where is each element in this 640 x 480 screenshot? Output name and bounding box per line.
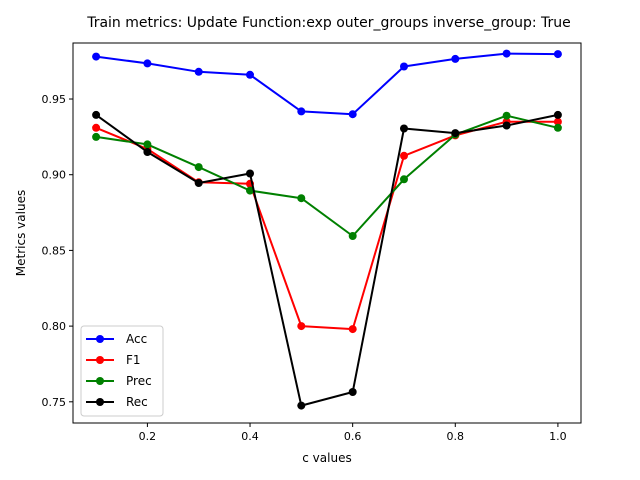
data-point-prec bbox=[297, 194, 306, 203]
legend-item-prec: Prec bbox=[86, 374, 152, 388]
y-tick-label: 0.80 bbox=[42, 320, 67, 333]
data-point-prec bbox=[194, 163, 203, 172]
x-tick-label: 0.4 bbox=[241, 430, 259, 443]
data-point-acc bbox=[553, 50, 562, 59]
data-point-acc bbox=[194, 67, 203, 76]
legend-items: Acc F1 Prec Rec bbox=[86, 332, 152, 409]
data-point-prec bbox=[400, 175, 408, 184]
legend-label-f1: F1 bbox=[126, 353, 141, 367]
y-tick-label: 0.95 bbox=[42, 93, 67, 106]
data-point-prec bbox=[553, 123, 562, 132]
legend-label-acc: Acc bbox=[126, 332, 147, 346]
data-point-prec bbox=[502, 111, 511, 120]
x-tick-label: 0.2 bbox=[139, 430, 157, 443]
data-point-prec bbox=[92, 132, 101, 141]
data-point-acc bbox=[143, 59, 152, 68]
legend-label-rec: Rec bbox=[126, 395, 148, 409]
series-line-acc bbox=[95, 52, 558, 116]
legend-marker-acc bbox=[96, 335, 104, 343]
data-point-f1 bbox=[92, 123, 101, 132]
legend-marker-rec bbox=[96, 398, 104, 406]
data-point-rec bbox=[400, 124, 408, 133]
legend-label-prec: Prec bbox=[126, 374, 152, 388]
data-point-acc bbox=[348, 110, 357, 119]
data-point-rec bbox=[246, 169, 254, 178]
series-acc bbox=[92, 49, 562, 119]
data-point-f1 bbox=[348, 325, 357, 334]
data-point-acc bbox=[246, 70, 254, 79]
data-point-rec bbox=[92, 110, 101, 119]
legend-frame bbox=[80, 325, 164, 417]
legend-item-rec: Rec bbox=[86, 395, 148, 409]
data-point-rec bbox=[451, 129, 460, 138]
y-tick-label: 0.85 bbox=[42, 244, 67, 257]
legend-item-f1: F1 bbox=[86, 353, 141, 367]
data-point-prec bbox=[348, 232, 357, 240]
series-rec bbox=[92, 110, 562, 410]
data-point-f1 bbox=[297, 322, 306, 331]
y-tick-label: 0.75 bbox=[42, 396, 67, 409]
y-axis-label: Metrics values bbox=[14, 190, 28, 276]
data-point-prec bbox=[143, 140, 152, 149]
series-line-prec bbox=[95, 114, 559, 237]
legend-marker-prec bbox=[96, 377, 104, 385]
series-group bbox=[92, 49, 562, 410]
legend-item-acc: Acc bbox=[86, 332, 147, 346]
data-point-rec bbox=[502, 121, 511, 130]
data-point-acc bbox=[400, 62, 408, 71]
y-axis: 0.75 0.80 0.85 0.90 0.95 bbox=[42, 93, 73, 409]
data-point-acc bbox=[502, 49, 511, 58]
data-point-f1 bbox=[553, 117, 562, 126]
data-point-rec bbox=[348, 388, 357, 396]
x-tick-label: 1.0 bbox=[549, 430, 567, 443]
legend: Acc F1 Prec Rec bbox=[80, 325, 164, 417]
x-tick-label: 0.8 bbox=[447, 430, 465, 443]
data-point-rec bbox=[297, 401, 306, 410]
data-point-rec bbox=[553, 110, 562, 119]
data-point-f1 bbox=[400, 151, 408, 160]
data-point-rec bbox=[194, 179, 203, 187]
data-point-prec bbox=[246, 186, 254, 195]
data-point-acc bbox=[451, 54, 460, 63]
x-tick-label: 0.6 bbox=[344, 430, 362, 443]
data-point-acc bbox=[92, 52, 101, 61]
data-point-rec bbox=[143, 148, 152, 156]
series-line-rec bbox=[95, 113, 559, 407]
x-axis-label: c values bbox=[302, 451, 351, 465]
chart-title: Train metrics: Update Function:exp outer… bbox=[86, 15, 571, 31]
legend-marker-f1 bbox=[96, 356, 104, 364]
data-point-acc bbox=[297, 107, 306, 116]
y-tick-label: 0.90 bbox=[42, 169, 67, 182]
x-axis: 0.2 0.4 0.6 0.8 1.0 bbox=[139, 423, 567, 443]
